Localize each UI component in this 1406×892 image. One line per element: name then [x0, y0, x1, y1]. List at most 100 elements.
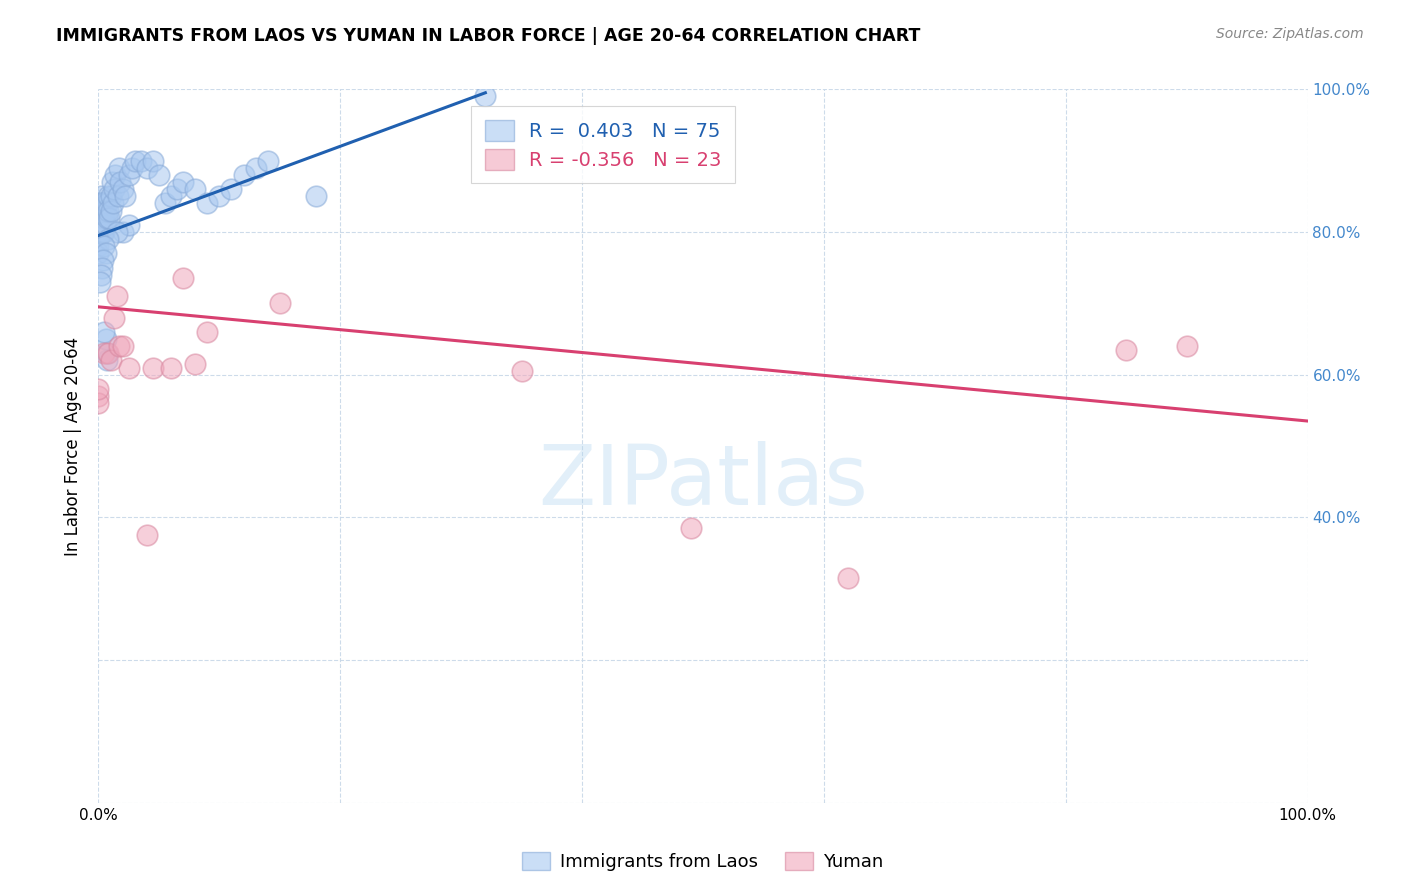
Point: [101, 196, 124, 211]
Point: [89, 203, 111, 218]
Point: [94, 332, 117, 346]
Point: [195, 196, 218, 211]
Point: [93, 239, 115, 253]
Point: [105, 289, 128, 303]
Point: [87, 246, 110, 260]
Text: IMMIGRANTS FROM LAOS VS YUMAN IN LABOR FORCE | AGE 20-64 CORRELATION CHART: IMMIGRANTS FROM LAOS VS YUMAN IN LABOR F…: [56, 27, 921, 45]
Point: [90, 189, 112, 203]
Point: [107, 189, 129, 203]
Point: [98, 211, 121, 225]
Point: [97, 346, 120, 360]
Point: [118, 360, 141, 375]
Point: [1115, 343, 1137, 357]
Point: [142, 153, 165, 168]
Point: [100, 189, 122, 203]
Point: [142, 360, 165, 375]
Point: [93, 346, 115, 360]
Point: [256, 153, 278, 168]
Point: [90, 218, 112, 232]
Point: [91, 225, 114, 239]
Point: [172, 271, 194, 285]
Point: [96, 211, 118, 225]
Point: [232, 168, 254, 182]
Point: [208, 189, 231, 203]
Point: [94, 203, 117, 218]
Point: [184, 182, 207, 196]
Point: [90, 196, 112, 211]
Point: [100, 353, 122, 368]
Point: [87, 239, 110, 253]
Point: [87, 396, 110, 410]
Point: [111, 339, 134, 353]
Point: [195, 325, 218, 339]
Point: [160, 360, 183, 375]
Point: [245, 161, 267, 175]
Text: Source: ZipAtlas.com: Source: ZipAtlas.com: [1216, 27, 1364, 41]
Point: [153, 196, 176, 211]
Point: [89, 196, 111, 211]
Point: [148, 168, 170, 182]
Point: [108, 339, 131, 353]
Point: [94, 218, 117, 232]
Point: [93, 325, 115, 339]
Point: [104, 168, 127, 182]
Point: [135, 528, 157, 542]
Point: [91, 211, 114, 225]
Point: [96, 353, 118, 368]
Point: [837, 571, 859, 585]
Point: [91, 253, 114, 268]
Point: [108, 161, 131, 175]
Point: [160, 189, 183, 203]
Point: [105, 225, 128, 239]
Point: [172, 175, 194, 189]
Point: [93, 225, 115, 239]
Point: [269, 296, 291, 310]
Point: [100, 175, 122, 189]
Point: [135, 161, 157, 175]
Point: [221, 182, 243, 196]
Point: [87, 389, 110, 403]
Point: [121, 161, 143, 175]
Point: [118, 168, 141, 182]
Point: [89, 225, 111, 239]
Point: [89, 275, 111, 289]
Point: [87, 218, 110, 232]
Point: [474, 89, 496, 103]
Point: [305, 189, 328, 203]
Point: [108, 175, 131, 189]
Point: [184, 357, 207, 371]
Point: [87, 232, 110, 246]
Point: [100, 203, 122, 218]
Text: ZIPatlas: ZIPatlas: [538, 442, 868, 522]
Point: [87, 225, 110, 239]
Point: [118, 218, 141, 232]
Point: [94, 246, 117, 260]
Point: [96, 196, 118, 211]
Point: [166, 182, 188, 196]
Point: [97, 203, 120, 218]
Point: [90, 203, 112, 218]
Point: [129, 153, 152, 168]
Point: [111, 182, 134, 196]
Point: [124, 153, 146, 168]
Point: [114, 189, 136, 203]
Point: [97, 232, 120, 246]
Point: [97, 189, 120, 203]
Point: [91, 203, 114, 218]
Point: [111, 225, 134, 239]
Point: [1175, 339, 1198, 353]
Point: [93, 196, 115, 211]
Point: [90, 268, 112, 282]
Y-axis label: In Labor Force | Age 20-64: In Labor Force | Age 20-64: [65, 336, 83, 556]
Point: [93, 211, 115, 225]
Point: [91, 225, 114, 239]
Point: [510, 364, 533, 378]
Point: [103, 310, 125, 325]
Point: [89, 211, 111, 225]
Point: [93, 203, 115, 218]
Point: [91, 260, 114, 275]
Point: [91, 196, 114, 211]
Point: [96, 346, 118, 360]
Point: [87, 382, 110, 396]
Legend: R =  0.403   N = 75, R = -0.356   N = 23: R = 0.403 N = 75, R = -0.356 N = 23: [471, 106, 735, 184]
